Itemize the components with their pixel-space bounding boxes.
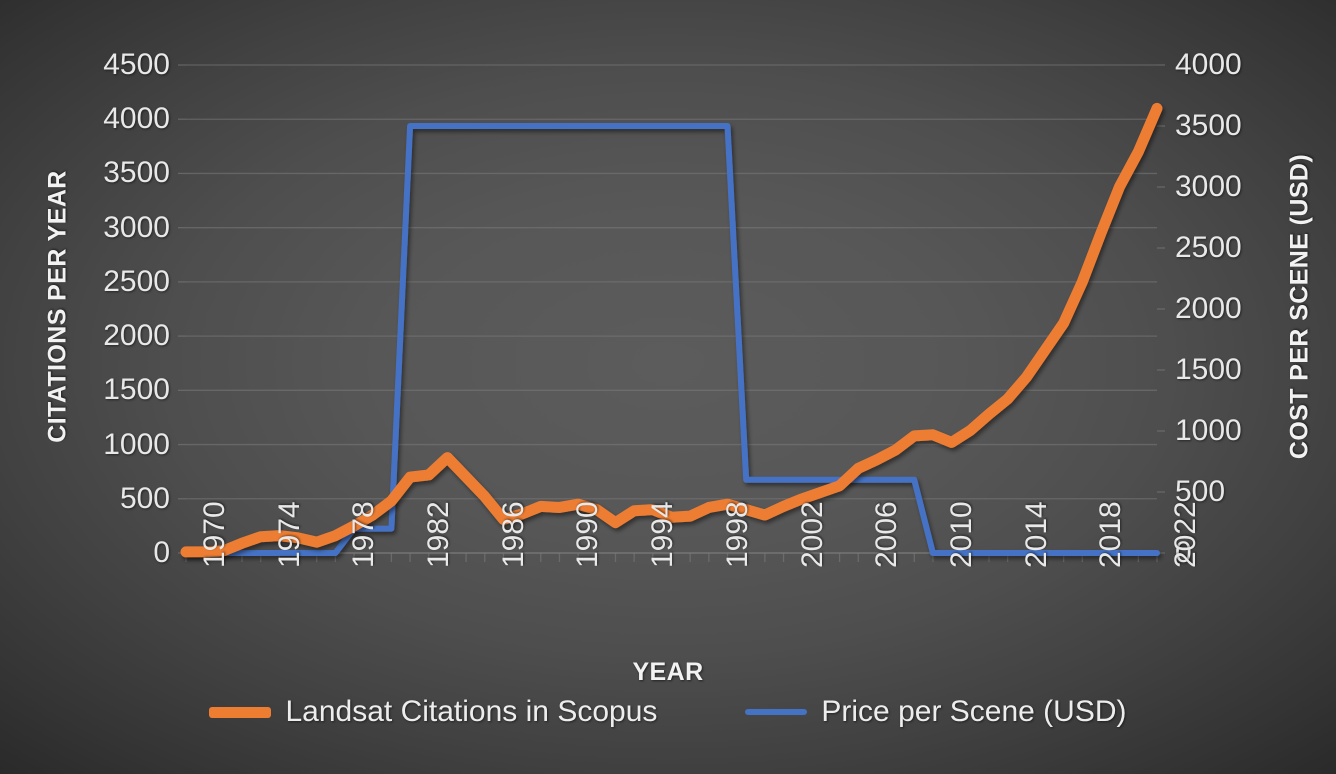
x-tick-label: 1974	[272, 501, 306, 568]
y-tick-label-right: 0	[1175, 536, 1192, 569]
y-tick-label-right: 3500	[1175, 109, 1242, 142]
x-tick-label: 2018	[1094, 501, 1128, 568]
x-tick-label: 1990	[571, 501, 605, 568]
legend-label: Landsat Citations in Scopus	[285, 695, 658, 728]
y-tick-label-right: 4000	[1175, 48, 1242, 81]
x-tick-label: 2022	[1169, 501, 1202, 568]
y-tick-label-left: 1500	[103, 373, 170, 407]
y-tick-label-right: 3000	[1175, 170, 1242, 203]
x-tick-label: 2010	[944, 501, 978, 568]
y-axis-ticks	[178, 64, 1165, 554]
legend-swatch-icon	[745, 709, 808, 715]
y-axis-title-left: CITATIONS PER YEAR	[43, 170, 72, 443]
y-tick-label-left: 2500	[103, 264, 170, 298]
x-tick-label: 2002	[795, 501, 829, 568]
legend-label: Price per Scene (USD)	[821, 695, 1127, 728]
y-tick-label-left: 4500	[103, 48, 170, 81]
x-tick-label: 1986	[496, 501, 530, 568]
y-tick-label-left: 0	[153, 536, 170, 569]
y-tick-label-right: 1000	[1175, 414, 1242, 447]
y-tick-label-left: 4000	[103, 102, 170, 136]
y-tick-label-left: 2000	[103, 319, 170, 353]
chart-legend: Landsat Citations in Scopus Price per Sce…	[0, 695, 1336, 729]
x-tick-label: 1994	[646, 501, 680, 568]
x-tick-label: 1982	[422, 501, 456, 568]
y-tick-label-left: 3500	[103, 156, 170, 190]
x-tick-label: 1998	[720, 501, 754, 568]
y-tick-label-left: 1000	[103, 427, 170, 461]
y-tick-label-right: 1500	[1175, 353, 1242, 386]
legend-item[interactable]: Landsat Citations in Scopus	[209, 695, 657, 729]
y-tick-label-right: 2500	[1175, 231, 1242, 264]
x-tick-label: 1970	[198, 501, 231, 568]
x-tick-label: 2006	[870, 501, 904, 568]
y-tick-label-left: 3000	[103, 210, 170, 244]
x-axis-title: YEAR	[632, 658, 704, 686]
legend-swatch-icon	[209, 706, 272, 718]
series-line-citations	[180, 102, 1163, 558]
gridlines	[186, 64, 1157, 554]
x-tick-label: 2014	[1019, 501, 1053, 568]
legend-item[interactable]: Price per Scene (USD)	[745, 695, 1127, 729]
y-tick-label-right: 2000	[1175, 292, 1242, 325]
y-tick-label-right: 500	[1175, 475, 1226, 508]
series-line-price	[183, 123, 1160, 556]
y-tick-label-left: 500	[119, 481, 170, 515]
x-tick-label: 1978	[347, 501, 381, 568]
